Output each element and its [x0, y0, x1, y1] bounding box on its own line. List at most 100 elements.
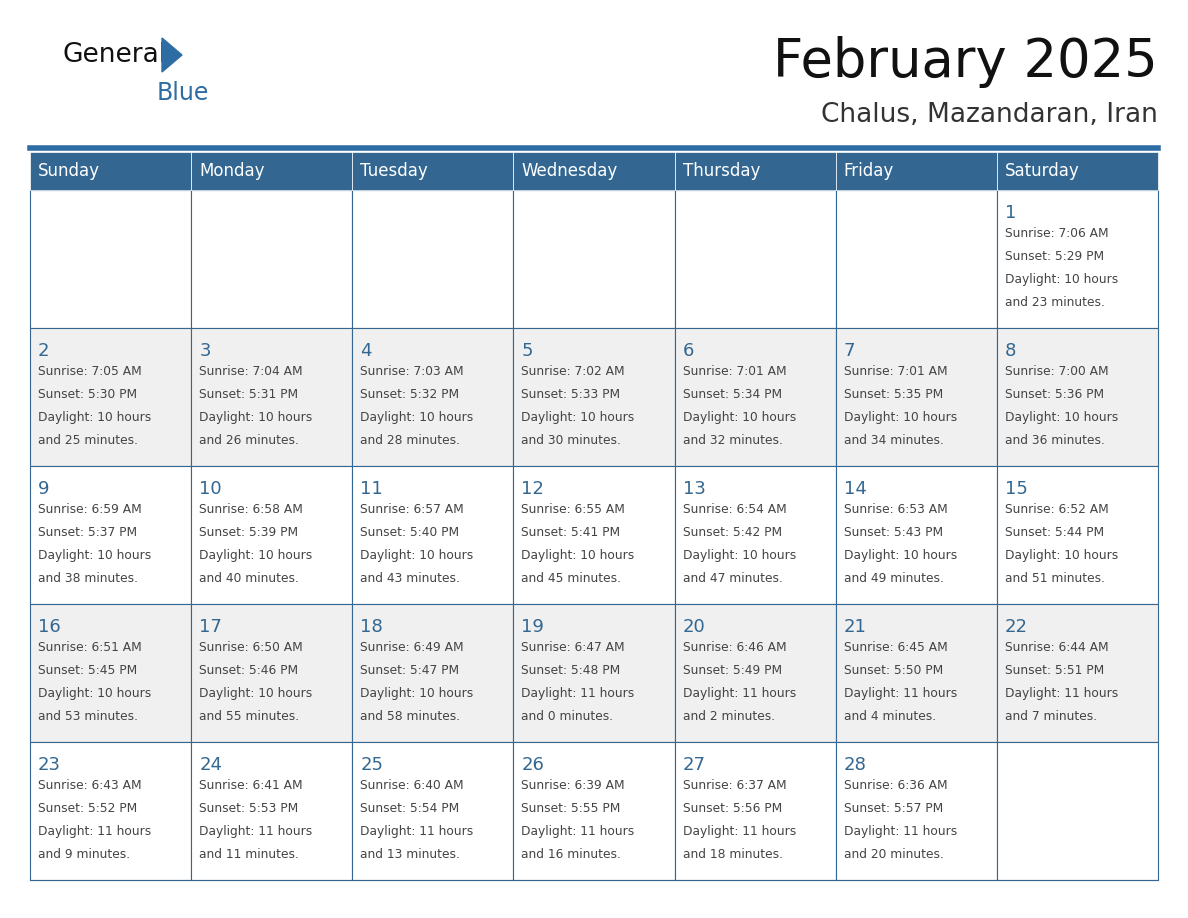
Text: Sunrise: 7:06 AM: Sunrise: 7:06 AM	[1005, 228, 1108, 241]
Text: 8: 8	[1005, 341, 1016, 360]
Text: Sunset: 5:35 PM: Sunset: 5:35 PM	[843, 388, 943, 401]
Bar	[353, 328, 513, 466]
Text: Daylight: 11 hours: Daylight: 11 hours	[683, 824, 796, 838]
Text: Sunrise: 6:47 AM: Sunrise: 6:47 AM	[522, 642, 625, 655]
Text: Sunrise: 6:43 AM: Sunrise: 6:43 AM	[38, 779, 141, 792]
Text: Sunrise: 7:03 AM: Sunrise: 7:03 AM	[360, 365, 465, 378]
Bar	[30, 328, 191, 466]
Text: 7: 7	[843, 341, 855, 360]
Text: Sunrise: 7:01 AM: Sunrise: 7:01 AM	[683, 365, 786, 378]
Text: Daylight: 10 hours: Daylight: 10 hours	[1005, 410, 1118, 424]
Text: Sunrise: 6:44 AM: Sunrise: 6:44 AM	[1005, 642, 1108, 655]
Text: Sunrise: 6:41 AM: Sunrise: 6:41 AM	[200, 779, 303, 792]
Text: 15: 15	[1005, 480, 1028, 498]
Text: and 25 minutes.: and 25 minutes.	[38, 433, 138, 446]
Text: and 16 minutes.: and 16 minutes.	[522, 847, 621, 860]
Text: Sunrise: 7:02 AM: Sunrise: 7:02 AM	[522, 365, 625, 378]
Text: Sunrise: 7:00 AM: Sunrise: 7:00 AM	[1005, 365, 1108, 378]
Text: 10: 10	[200, 480, 222, 498]
Text: Sunset: 5:41 PM: Sunset: 5:41 PM	[522, 526, 620, 539]
Bar	[513, 742, 675, 880]
Text: Daylight: 11 hours: Daylight: 11 hours	[38, 824, 151, 838]
Text: 26: 26	[522, 756, 544, 774]
Text: Daylight: 10 hours: Daylight: 10 hours	[38, 687, 151, 700]
Text: Sunrise: 6:58 AM: Sunrise: 6:58 AM	[200, 503, 303, 516]
Text: and 0 minutes.: and 0 minutes.	[522, 710, 614, 722]
Text: and 26 minutes.: and 26 minutes.	[200, 433, 299, 446]
Text: Daylight: 10 hours: Daylight: 10 hours	[683, 549, 796, 562]
Text: 20: 20	[683, 618, 706, 636]
Text: Sunday: Sunday	[38, 162, 100, 180]
Text: Daylight: 10 hours: Daylight: 10 hours	[360, 549, 474, 562]
Text: Daylight: 11 hours: Daylight: 11 hours	[683, 687, 796, 700]
Text: Chalus, Mazandaran, Iran: Chalus, Mazandaran, Iran	[821, 102, 1158, 128]
Text: February 2025: February 2025	[773, 36, 1158, 88]
Text: Sunset: 5:42 PM: Sunset: 5:42 PM	[683, 526, 782, 539]
Text: 6: 6	[683, 341, 694, 360]
Text: Sunset: 5:32 PM: Sunset: 5:32 PM	[360, 388, 460, 401]
Text: Sunrise: 7:04 AM: Sunrise: 7:04 AM	[200, 365, 303, 378]
Text: and 58 minutes.: and 58 minutes.	[360, 710, 461, 722]
Bar	[835, 152, 997, 190]
Bar	[675, 152, 835, 190]
Text: Daylight: 10 hours: Daylight: 10 hours	[360, 410, 474, 424]
Bar	[675, 604, 835, 742]
Text: Sunrise: 7:01 AM: Sunrise: 7:01 AM	[843, 365, 947, 378]
Bar	[997, 190, 1158, 328]
Bar	[191, 466, 353, 604]
Bar	[675, 328, 835, 466]
Text: Sunset: 5:57 PM: Sunset: 5:57 PM	[843, 802, 943, 815]
Text: Daylight: 11 hours: Daylight: 11 hours	[1005, 687, 1118, 700]
Text: Sunset: 5:31 PM: Sunset: 5:31 PM	[200, 388, 298, 401]
Text: 12: 12	[522, 480, 544, 498]
Text: and 34 minutes.: and 34 minutes.	[843, 433, 943, 446]
Text: Sunrise: 6:59 AM: Sunrise: 6:59 AM	[38, 503, 141, 516]
Bar	[997, 604, 1158, 742]
Text: Sunrise: 6:54 AM: Sunrise: 6:54 AM	[683, 503, 786, 516]
Bar	[30, 742, 191, 880]
Bar	[353, 742, 513, 880]
Text: Sunset: 5:49 PM: Sunset: 5:49 PM	[683, 664, 782, 677]
Text: 19: 19	[522, 618, 544, 636]
Text: Sunset: 5:44 PM: Sunset: 5:44 PM	[1005, 526, 1104, 539]
Text: 22: 22	[1005, 618, 1028, 636]
Text: Daylight: 10 hours: Daylight: 10 hours	[38, 549, 151, 562]
Bar	[675, 466, 835, 604]
Text: 14: 14	[843, 480, 867, 498]
Text: 16: 16	[38, 618, 61, 636]
Bar	[191, 190, 353, 328]
Text: 3: 3	[200, 341, 210, 360]
Text: and 51 minutes.: and 51 minutes.	[1005, 572, 1105, 585]
Text: 2: 2	[38, 341, 50, 360]
Bar	[513, 190, 675, 328]
Text: and 2 minutes.: and 2 minutes.	[683, 710, 775, 722]
Text: Sunrise: 6:45 AM: Sunrise: 6:45 AM	[843, 642, 948, 655]
Text: and 13 minutes.: and 13 minutes.	[360, 847, 460, 860]
Text: Saturday: Saturday	[1005, 162, 1080, 180]
Bar	[513, 152, 675, 190]
Text: 25: 25	[360, 756, 384, 774]
Text: 23: 23	[38, 756, 61, 774]
Bar	[353, 152, 513, 190]
Bar	[835, 190, 997, 328]
Text: Sunrise: 6:46 AM: Sunrise: 6:46 AM	[683, 642, 786, 655]
Bar	[353, 604, 513, 742]
Text: 27: 27	[683, 756, 706, 774]
Text: Sunset: 5:50 PM: Sunset: 5:50 PM	[843, 664, 943, 677]
Bar	[30, 152, 191, 190]
Text: and 30 minutes.: and 30 minutes.	[522, 433, 621, 446]
Text: Friday: Friday	[843, 162, 895, 180]
Text: and 47 minutes.: and 47 minutes.	[683, 572, 783, 585]
Text: Sunset: 5:54 PM: Sunset: 5:54 PM	[360, 802, 460, 815]
Text: Daylight: 11 hours: Daylight: 11 hours	[522, 687, 634, 700]
Text: Blue: Blue	[157, 81, 209, 105]
Text: Daylight: 11 hours: Daylight: 11 hours	[522, 824, 634, 838]
Text: Daylight: 10 hours: Daylight: 10 hours	[1005, 549, 1118, 562]
Text: 17: 17	[200, 618, 222, 636]
Text: and 28 minutes.: and 28 minutes.	[360, 433, 460, 446]
Text: 9: 9	[38, 480, 50, 498]
Text: and 23 minutes.: and 23 minutes.	[1005, 296, 1105, 308]
Text: Sunrise: 6:37 AM: Sunrise: 6:37 AM	[683, 779, 786, 792]
Text: Sunset: 5:40 PM: Sunset: 5:40 PM	[360, 526, 460, 539]
Text: 1: 1	[1005, 204, 1016, 222]
